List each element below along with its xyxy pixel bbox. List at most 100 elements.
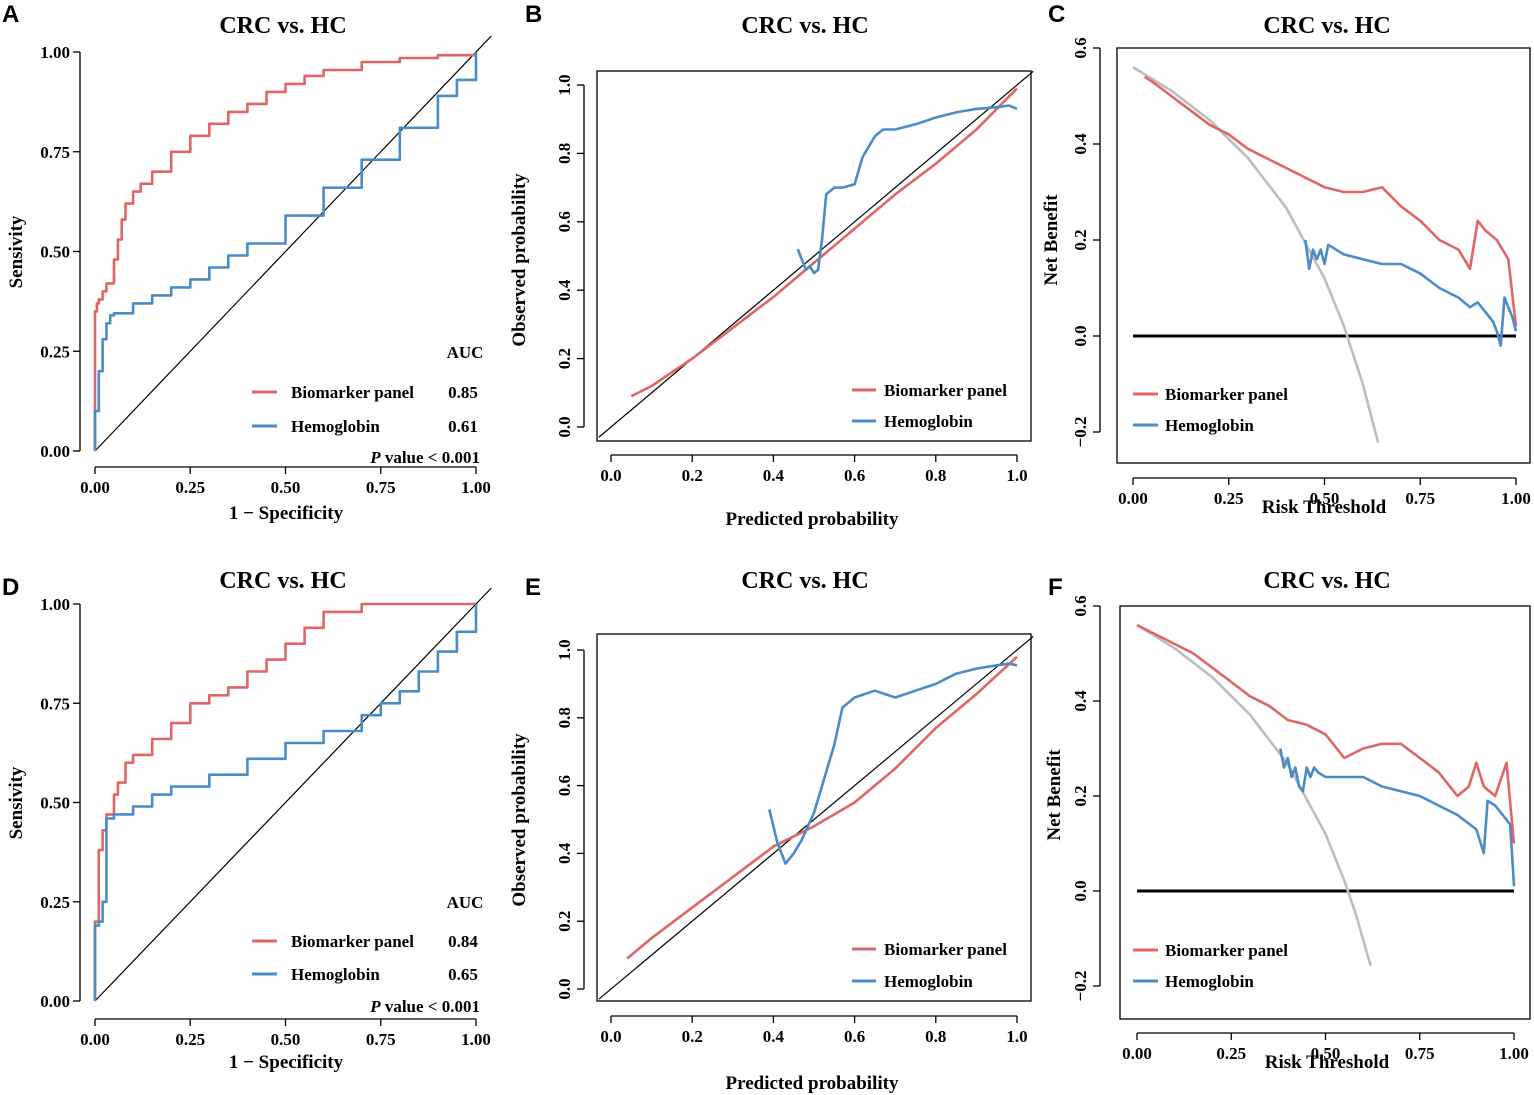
- panel-d: D CRC vs. HC 0.00 0.25 0.50 0.75 1.00 0.00 0.25 0…: [2, 568, 492, 1073]
- y-tick-label: 0.2: [555, 348, 574, 369]
- y-tick-label: 0.6: [555, 211, 574, 232]
- y-axis-label: Sensivity: [6, 215, 27, 288]
- panel-letter: A: [2, 1, 19, 28]
- x-tick-label: 0.25: [175, 478, 205, 497]
- legend-label: Biomarker panel: [884, 940, 1007, 959]
- x-tick-label: 0.50: [271, 478, 301, 497]
- y-tick-label: 0.8: [555, 707, 574, 728]
- chart-title: CRC vs. HC: [219, 13, 346, 39]
- legend-label: Biomarker panel: [1165, 941, 1288, 960]
- y-axis-label: Net Benefit: [1041, 194, 1062, 286]
- panel-a: A CRC vs. HC 0.00 0.25 0.50 0.75 1.00 0.00 0.25 0…: [2, 1, 492, 524]
- x-tick-label: 0.25: [1216, 1044, 1246, 1063]
- p-value-rest: value < 0.001: [381, 448, 480, 467]
- x-tick-label: 0.8: [925, 1027, 946, 1046]
- x-tick-label: 0.2: [682, 1027, 703, 1046]
- x-tick-label: 0.00: [1118, 489, 1148, 508]
- x-tick-label: 0.0: [600, 1027, 621, 1046]
- legend-label: Hemoglobin: [884, 412, 973, 431]
- y-tick-label: 0.0: [555, 416, 574, 437]
- x-tick-label: 0.25: [175, 1030, 205, 1049]
- x-tick-label: 0.00: [1122, 1044, 1152, 1063]
- x-tick-label: 0.00: [80, 1030, 110, 1049]
- y-axis-label: Observed probability: [509, 173, 530, 347]
- x-tick-label: 0.50: [271, 1030, 301, 1049]
- y-tick-label: −0.2: [1071, 971, 1090, 1002]
- y-tick-label: 0.4: [1071, 133, 1090, 155]
- panel-letter: D: [2, 574, 19, 601]
- y-tick-label: −0.2: [1071, 417, 1090, 448]
- y-tick-label: 0.2: [1071, 785, 1090, 806]
- legend-label: Biomarker panel: [884, 381, 1007, 400]
- p-value-rest: value < 0.001: [381, 997, 480, 1016]
- y-tick-label: 1.0: [555, 639, 574, 660]
- auc-header: AUC: [447, 893, 484, 912]
- x-tick-label: 0.2: [682, 466, 703, 485]
- plot-frame: [1119, 605, 1531, 1020]
- x-axis-label: Risk Threshold: [1265, 1052, 1390, 1073]
- x-tick-label: 0.25: [1214, 489, 1244, 508]
- auc-value: 0.84: [448, 932, 478, 951]
- y-tick-label: 0.75: [40, 143, 70, 162]
- series-line-hemoglobin-1: [796, 104, 1018, 275]
- x-tick-label: 0.50: [1311, 1044, 1341, 1063]
- x-axis-label: Predicted probability: [726, 1073, 899, 1094]
- x-tick-label: 0.6: [844, 1027, 865, 1046]
- reference-diagonal: [94, 35, 492, 452]
- x-tick-label: 1.00: [461, 1030, 491, 1049]
- series-line-treat-all-2: [1136, 623, 1372, 967]
- chart-title: CRC vs. HC: [1263, 13, 1390, 39]
- x-axis-label: Predicted probability: [726, 509, 899, 530]
- y-axis-label: Observed probability: [509, 733, 530, 907]
- chart-title: CRC vs. HC: [741, 568, 868, 594]
- series-line-hemoglobin-1: [1279, 748, 1516, 887]
- chart-title: CRC vs. HC: [1263, 568, 1390, 594]
- series-line-hemoglobin-1: [93, 52, 478, 451]
- x-tick-label: 0.0: [600, 466, 621, 485]
- y-tick-label: 0.4: [1071, 690, 1090, 712]
- y-tick-label: 0.2: [1071, 229, 1090, 250]
- x-tick-label: 1.0: [1006, 1027, 1027, 1046]
- x-tick-label: 1.0: [1006, 466, 1027, 485]
- y-tick-label: 0.2: [555, 911, 574, 932]
- y-tick-label: 1.0: [555, 74, 574, 95]
- x-tick-label: 0.50: [1310, 489, 1340, 508]
- x-tick-label: 0.75: [1405, 1044, 1435, 1063]
- legend-label: Biomarker panel: [291, 932, 414, 951]
- legend-label: Biomarker panel: [291, 383, 414, 402]
- series-line-biomarker-panel-0: [1136, 623, 1516, 844]
- p-value-text: P value < 0.001: [369, 997, 480, 1016]
- series-line-hemoglobin-1: [93, 604, 478, 1001]
- y-axis-label: Net Benefit: [1044, 749, 1065, 841]
- y-tick-label: 0.25: [40, 342, 70, 361]
- y-tick-label: 1.00: [40, 595, 70, 614]
- x-tick-label: 1.00: [1501, 489, 1531, 508]
- y-tick-label: 0.4: [555, 842, 574, 864]
- chart-title: CRC vs. HC: [219, 568, 346, 594]
- p-value-italic: P: [369, 448, 381, 467]
- x-tick-label: 0.4: [763, 1027, 785, 1046]
- x-tick-label: 1.00: [1499, 1044, 1529, 1063]
- chart-title: CRC vs. HC: [741, 13, 868, 39]
- y-tick-label: 0.0: [1071, 325, 1090, 346]
- y-tick-label: 0.25: [40, 893, 70, 912]
- legend-label: Hemoglobin: [884, 972, 973, 991]
- panel-f: F CRC vs. HC 0.00 0.25 0.50 0.75 1.00 −0.2 0.0 0.…: [1044, 568, 1531, 1073]
- panel-c: C CRC vs. HC 0.00 0.25 0.50 0.75 1.00 −0.2 0.0 0.…: [1041, 1, 1531, 518]
- plot-frame: [1116, 47, 1531, 464]
- y-tick-label: 0.0: [555, 978, 574, 999]
- reference-diagonal: [94, 587, 492, 1002]
- auc-value: 0.61: [448, 417, 478, 436]
- x-tick-label: 0.8: [925, 466, 946, 485]
- x-tick-label: 0.4: [763, 466, 785, 485]
- legend-label: Hemoglobin: [291, 417, 380, 436]
- y-tick-label: 0.6: [1071, 595, 1090, 616]
- panel-letter: F: [1048, 574, 1063, 601]
- panel-b: B CRC vs. HC 0.0 0.2 0.4 0.6 0.8 1.0 0.0 0.2 0.4 0.…: [509, 1, 1034, 530]
- y-tick-label: 0.50: [40, 243, 70, 262]
- x-tick-label: 0.75: [1405, 489, 1435, 508]
- legend-label: Biomarker panel: [1165, 385, 1288, 404]
- legend-label: Hemoglobin: [1165, 972, 1254, 991]
- p-value-text: P value < 0.001: [369, 448, 480, 467]
- x-tick-label: 0.6: [844, 466, 865, 485]
